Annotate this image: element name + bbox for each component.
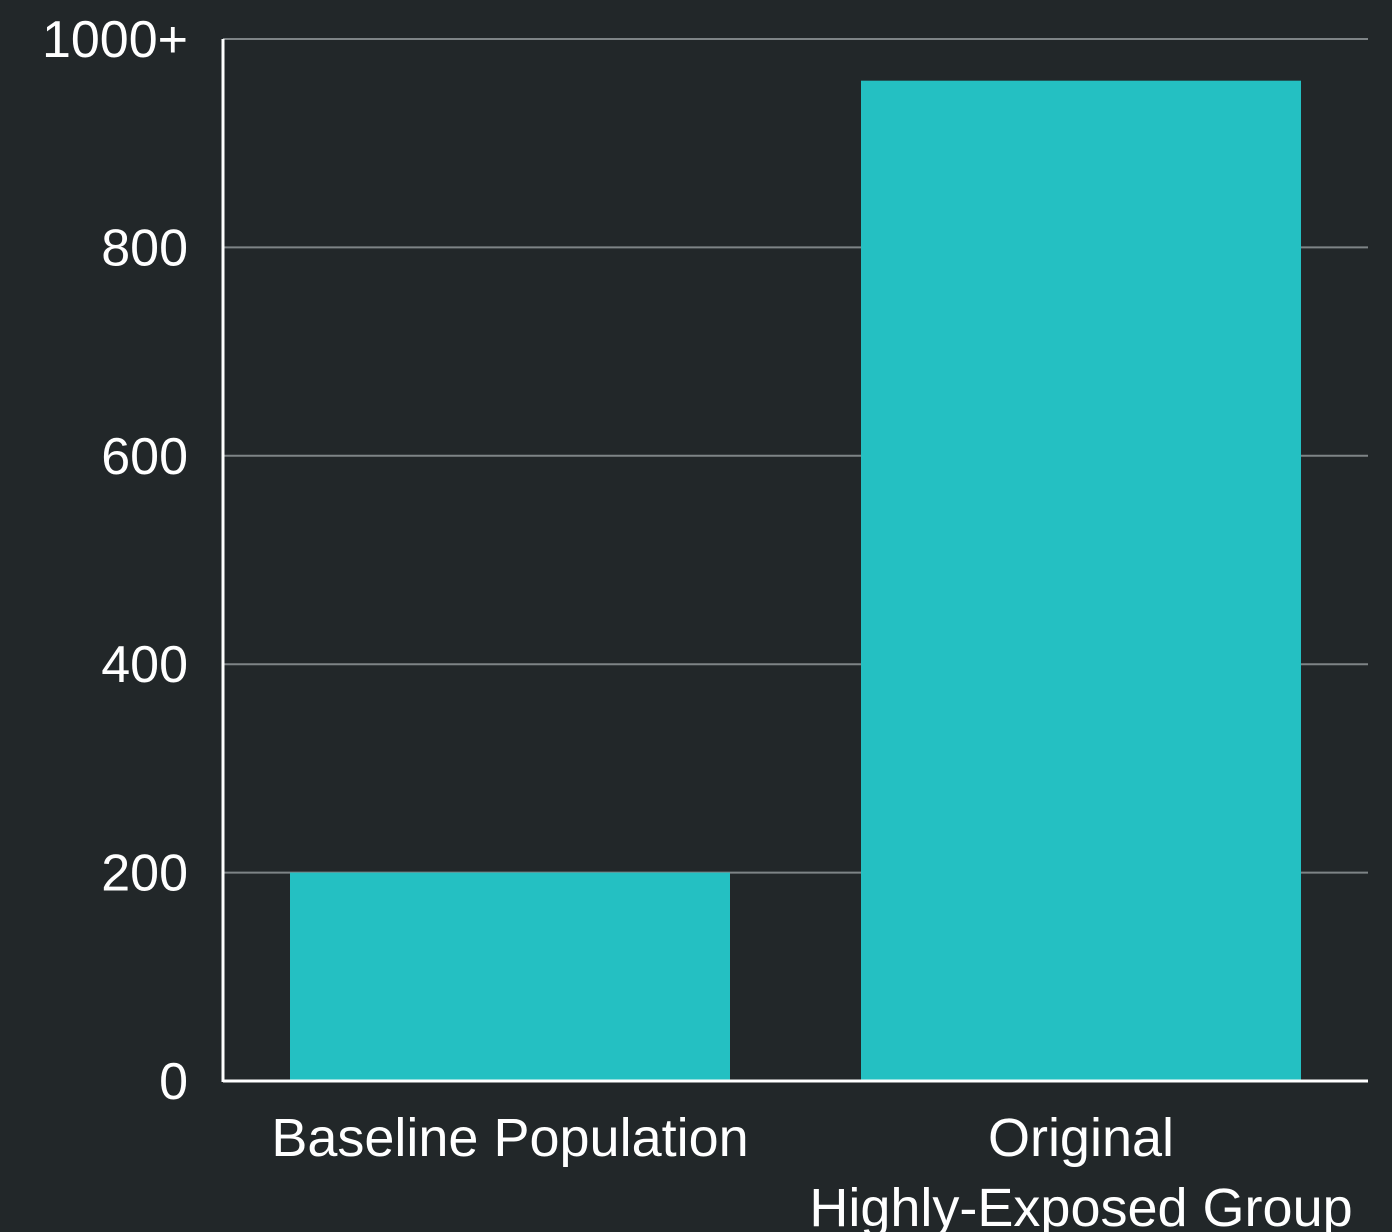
y-tick-label: 600 (101, 428, 188, 486)
y-tick-label: 1000+ (42, 11, 188, 69)
x-category-label: Highly-Exposed Group (809, 1178, 1352, 1232)
y-tick-label: 200 (101, 845, 188, 903)
axes (221, 39, 1368, 1083)
y-tick-label: 800 (101, 219, 188, 277)
x-category-label: Original (988, 1108, 1174, 1168)
bars (290, 80, 1301, 1082)
bar (861, 80, 1301, 1082)
x-category-label: Baseline Population (271, 1108, 748, 1168)
y-tick-label: 400 (101, 636, 188, 694)
y-tick-labels: 0 200 400 600 800 1000+ (42, 11, 188, 1111)
y-tick-label: 0 (159, 1053, 188, 1111)
bar (290, 872, 730, 1081)
x-category-labels: Baseline Population Original Highly-Expose… (271, 1108, 1352, 1232)
